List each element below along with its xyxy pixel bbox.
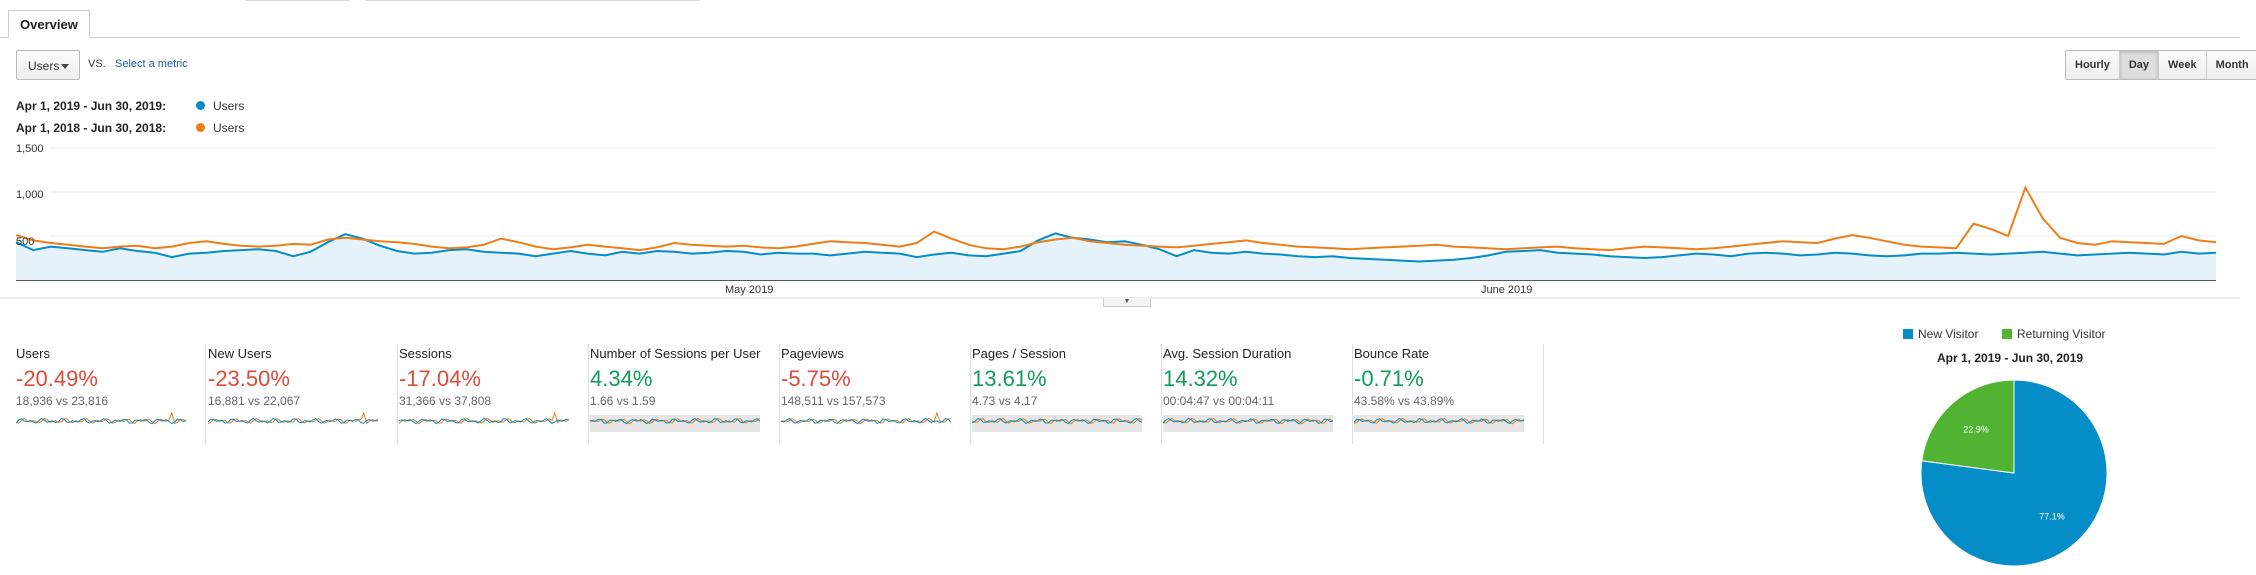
metric-change: 13.61%: [972, 366, 1047, 391]
sparkline-area: [972, 415, 1142, 432]
metric-sparkline: [590, 415, 761, 432]
metric-change: -0.71%: [1354, 366, 1424, 391]
pie-legend-new: New Visitor: [1903, 327, 1978, 341]
metric-label: Number of Sessions per User: [590, 346, 761, 361]
metric-card[interactable]: Pages / Session 13.61% 4.73 vs 4.17: [972, 344, 1162, 444]
sparkline-current: [399, 417, 570, 425]
metric-compare: 4.73 vs 4.17: [972, 394, 1038, 408]
metric-compare: 16,881 vs 22,067: [208, 394, 301, 408]
metric-change: -20.49%: [16, 366, 98, 391]
metric-sparkline: [1163, 415, 1334, 432]
sparkline-previous: [972, 417, 1143, 425]
sparkline-current: [16, 417, 187, 425]
date-range-previous: Apr 1, 2018 - Jun 30, 2018:: [16, 121, 167, 135]
pie-label-returning-visitor: 22.9%: [1963, 425, 1989, 435]
pie-legend-returning-label: Returning Visitor: [2017, 327, 2106, 341]
top-divider: [245, 0, 350, 1]
metric-label: Avg. Session Duration: [1163, 346, 1292, 361]
metric-dropdown-value: Users: [28, 59, 60, 73]
metric-dropdown[interactable]: Users: [16, 50, 80, 80]
pie-title: Apr 1, 2019 - Jun 30, 2019: [1937, 351, 2084, 365]
metric-compare: 148,511 vs 157,573: [781, 394, 886, 408]
tab-overview[interactable]: Overview: [8, 10, 90, 38]
day-button[interactable]: Day: [2118, 51, 2159, 79]
x-tick-may-2019: May 2019: [725, 284, 774, 296]
vs-label: VS.: [88, 58, 106, 70]
hourly-button[interactable]: Hourly: [2066, 51, 2119, 79]
sparkline-current: [972, 417, 1143, 425]
metric-card[interactable]: Avg. Session Duration 14.32% 00:04:47 vs 0…: [1163, 344, 1353, 444]
metric-sparkline: [781, 412, 952, 425]
metric-compare: 00:04:47 vs 00:04:11: [1163, 394, 1275, 408]
sparkline-current: [1163, 417, 1334, 425]
sparkline-previous: [399, 412, 570, 425]
pie-label-new-visitor: 77.1%: [2039, 511, 2065, 521]
y-tick-1000: 1,000: [16, 189, 44, 201]
sparkline-current: [590, 417, 761, 425]
y-tick-1500: 1,500: [16, 143, 44, 155]
pie-legend-new-label: New Visitor: [1918, 327, 1979, 341]
pie-legend-returning: Returning Visitor: [2002, 327, 2106, 341]
granularity-selector: Hourly Day Week Month: [2065, 50, 2256, 80]
metric-change: -5.75%: [781, 366, 851, 391]
new-visitor-swatch: [1903, 329, 1913, 339]
sparkline-area: [1354, 415, 1524, 432]
chart-resize-handle[interactable]: ▼: [1103, 298, 1151, 307]
select-metric-link[interactable]: Select a metric: [115, 58, 188, 70]
metric-label: New Users: [208, 346, 272, 361]
metric-change: -17.04%: [399, 366, 481, 391]
metric-compare: 43.58% vs 43.89%: [1354, 394, 1455, 408]
visitor-pie-chart: 77.1% 22.9%: [1920, 379, 2108, 567]
legend-dot-previous: [196, 123, 205, 132]
sparkline-previous: [781, 412, 952, 425]
metric-compare: 1.66 vs 1.59: [590, 394, 656, 408]
metric-sparkline: [972, 415, 1143, 432]
metric-card[interactable]: Users -20.49% 18,936 vs 23,816: [16, 344, 206, 444]
metric-compare: 18,936 vs 23,816: [16, 394, 109, 408]
date-range-current: Apr 1, 2019 - Jun 30, 2019:: [16, 99, 167, 113]
metric-compare: 31,366 vs 37,808: [399, 394, 492, 408]
metric-card[interactable]: Number of Sessions per User 4.34% 1.66 vs …: [590, 344, 780, 444]
tab-underline: [0, 37, 2240, 38]
metric-change: -23.50%: [208, 366, 290, 391]
returning-visitor-swatch: [2002, 329, 2012, 339]
users-2019-area: [16, 233, 2216, 280]
sparkline-area: [590, 415, 760, 432]
metric-label: Users: [16, 346, 50, 361]
sparkline-current: [1354, 417, 1525, 425]
sparkline-previous: [16, 412, 187, 425]
metric-label: Pageviews: [781, 346, 844, 361]
legend-dot-current: [196, 101, 205, 110]
metric-change: 4.34%: [590, 366, 653, 391]
sparkline-current: [781, 417, 952, 425]
metric-label: Bounce Rate: [1354, 346, 1430, 361]
sparkline-previous: [208, 412, 378, 425]
legend-label-previous: Users: [213, 121, 245, 135]
metric-change: 14.32%: [1163, 366, 1238, 391]
chevron-down-icon: [61, 64, 69, 69]
metric-card[interactable]: New Users -23.50% 16,881 vs 22,067: [208, 344, 398, 444]
metric-sparkline: [399, 412, 570, 425]
metric-label: Sessions: [399, 346, 452, 361]
users-2018-line: [15, 185, 2217, 252]
top-divider: [365, 0, 700, 1]
metric-card[interactable]: Pageviews -5.75% 148,511 vs 157,573: [781, 344, 971, 444]
pie-slice-returning-visitor: [1921, 379, 2015, 474]
metric-sparkline: [208, 412, 379, 425]
sparkline-current: [208, 417, 379, 424]
users-line-chart: [0, 147, 2240, 299]
users-2019-line: [15, 232, 2217, 263]
legend-label-current: Users: [213, 99, 245, 113]
metric-label: Pages / Session: [972, 346, 1066, 361]
sparkline-area: [1163, 415, 1333, 432]
metric-card[interactable]: Sessions -17.04% 31,366 vs 37,808: [399, 344, 589, 444]
month-button[interactable]: Month: [2205, 51, 2256, 79]
week-button[interactable]: Week: [2158, 51, 2206, 79]
metric-sparkline: [16, 412, 187, 425]
metric-card[interactable]: Bounce Rate -0.71% 43.58% vs 43.89%: [1354, 344, 1544, 444]
metric-sparkline: [1354, 415, 1525, 432]
x-tick-june-2019: June 2019: [1481, 284, 1533, 296]
y-tick-500: 500: [16, 236, 35, 248]
